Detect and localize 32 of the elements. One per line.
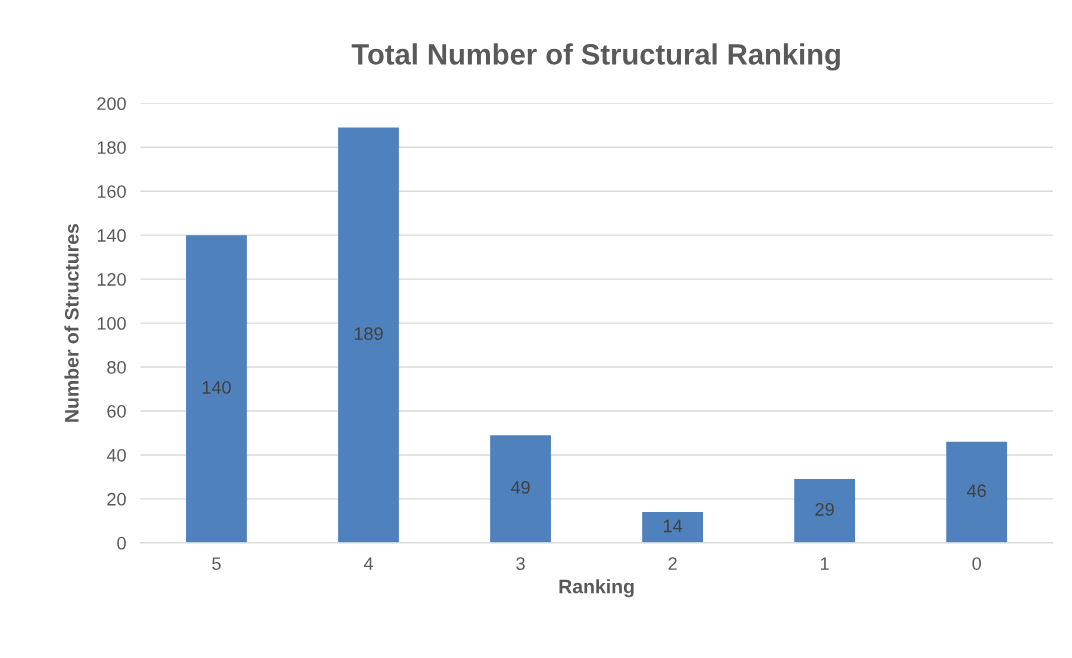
bar: [642, 512, 703, 543]
x-axis-title: Ranking: [559, 579, 634, 598]
y-tick-label: 40: [106, 448, 126, 462]
y-axis-title: Number of Structures: [64, 223, 79, 422]
x-tick-label: 1: [820, 557, 829, 570]
y-tick-label: 200: [97, 97, 126, 111]
y-tick-label: 120: [97, 273, 126, 286]
data-label: 14: [663, 519, 683, 533]
y-tick-label: 180: [97, 141, 126, 154]
bar: [946, 441, 1008, 543]
x-tick-label: 4: [363, 557, 373, 570]
chart-title: Total Number of Structural Ranking: [351, 43, 840, 71]
data-label: 140: [202, 381, 231, 394]
data-label: 189: [354, 327, 383, 341]
x-tick-label: 2: [668, 557, 677, 570]
bar: [186, 235, 247, 543]
y-tick-label: 20: [107, 492, 126, 506]
bar: [338, 127, 399, 543]
y-tick-label: 100: [97, 317, 126, 330]
y-tick-label: 0: [117, 536, 126, 550]
y-tick-label: 160: [97, 185, 126, 198]
bar: [794, 479, 856, 543]
x-tick-label: 0: [972, 557, 981, 570]
data-label: 29: [815, 503, 834, 516]
y-tick-label: 140: [97, 229, 126, 242]
y-tick-label: 80: [107, 360, 126, 374]
y-tick-label: 60: [107, 404, 126, 418]
x-tick-label: 3: [516, 557, 525, 570]
x-tick-label: 5: [212, 557, 221, 570]
data-label: 46: [967, 484, 986, 498]
data-label: 49: [510, 481, 530, 494]
bar: [490, 435, 551, 543]
